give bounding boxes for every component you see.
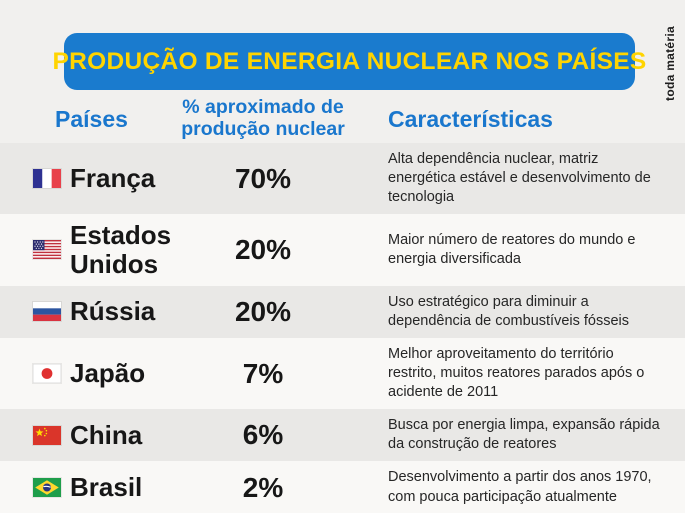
country-cell: Brasil — [33, 473, 208, 502]
percent-value: 70% — [234, 162, 292, 194]
country-name: Brasil — [70, 472, 143, 503]
column-header-percent: % aproximado de produção nuclear — [181, 96, 345, 140]
characteristics-text: Alta dependência nuclear, matriz energét… — [388, 151, 651, 206]
table-row: China 6% Busca por energia limpa, expans… — [0, 409, 685, 462]
usa-flag-icon — [33, 240, 61, 260]
characteristics-text: Maior número de reatores do mundo e ener… — [388, 231, 636, 267]
characteristics-text: Busca por energia limpa, expansão rápida… — [388, 417, 660, 453]
characteristics-text: Uso estratégico para diminuir a dependên… — [388, 293, 630, 329]
table-row: Brasil 2% Desenvolvimento a partir dos a… — [0, 461, 685, 513]
table-header-row: Países % aproximado de produção nuclear … — [0, 95, 685, 143]
table-row: Japão 7% Melhor aproveitamento do territ… — [0, 337, 685, 410]
china-flag-icon — [33, 425, 61, 445]
country-name: Estados Unidos — [70, 220, 172, 279]
characteristics-text: Desenvolvimento a partir dos anos 1970, … — [388, 469, 652, 505]
column-header-characteristics: Características — [388, 105, 553, 132]
country-cell: China — [33, 421, 208, 450]
table-row: Estados Unidos 20% Maior número de reato… — [0, 214, 685, 286]
france-flag-icon — [33, 169, 61, 189]
title-banner: PRODUÇÃO DE ENERGIA NUCLEAR NOS PAÍSES — [52, 33, 646, 90]
toda-materia-logo: toda matéria — [663, 26, 677, 101]
percent-value: 2% — [242, 471, 284, 503]
country-name: China — [70, 420, 143, 451]
column-header-countries: Países — [55, 105, 128, 132]
russia-flag-icon — [33, 302, 61, 322]
table-row: Rússia 20% Uso estratégico para diminuir… — [0, 285, 685, 338]
percent-value: 6% — [242, 419, 284, 451]
country-name: Rússia — [70, 296, 156, 327]
percent-value: 7% — [242, 357, 284, 389]
country-cell: Rússia — [33, 297, 208, 326]
country-cell: Japão — [33, 359, 208, 388]
country-name: França — [70, 163, 156, 194]
table-row: França 70% Alta dependência nuclear, mat… — [0, 143, 685, 215]
percent-value: 20% — [234, 295, 292, 327]
japan-flag-icon — [33, 364, 61, 383]
country-cell: França — [33, 164, 208, 193]
brazil-flag-icon — [33, 478, 61, 498]
country-cell: Estados Unidos — [33, 221, 208, 278]
page-title: PRODUÇÃO DE ENERGIA NUCLEAR NOS PAÍSES — [52, 47, 647, 75]
nuclear-production-table: Países % aproximado de produção nuclear … — [0, 95, 685, 513]
percent-value: 20% — [234, 233, 292, 265]
characteristics-text: Melhor aproveitamento do território rest… — [388, 345, 645, 401]
country-name: Japão — [70, 358, 146, 389]
